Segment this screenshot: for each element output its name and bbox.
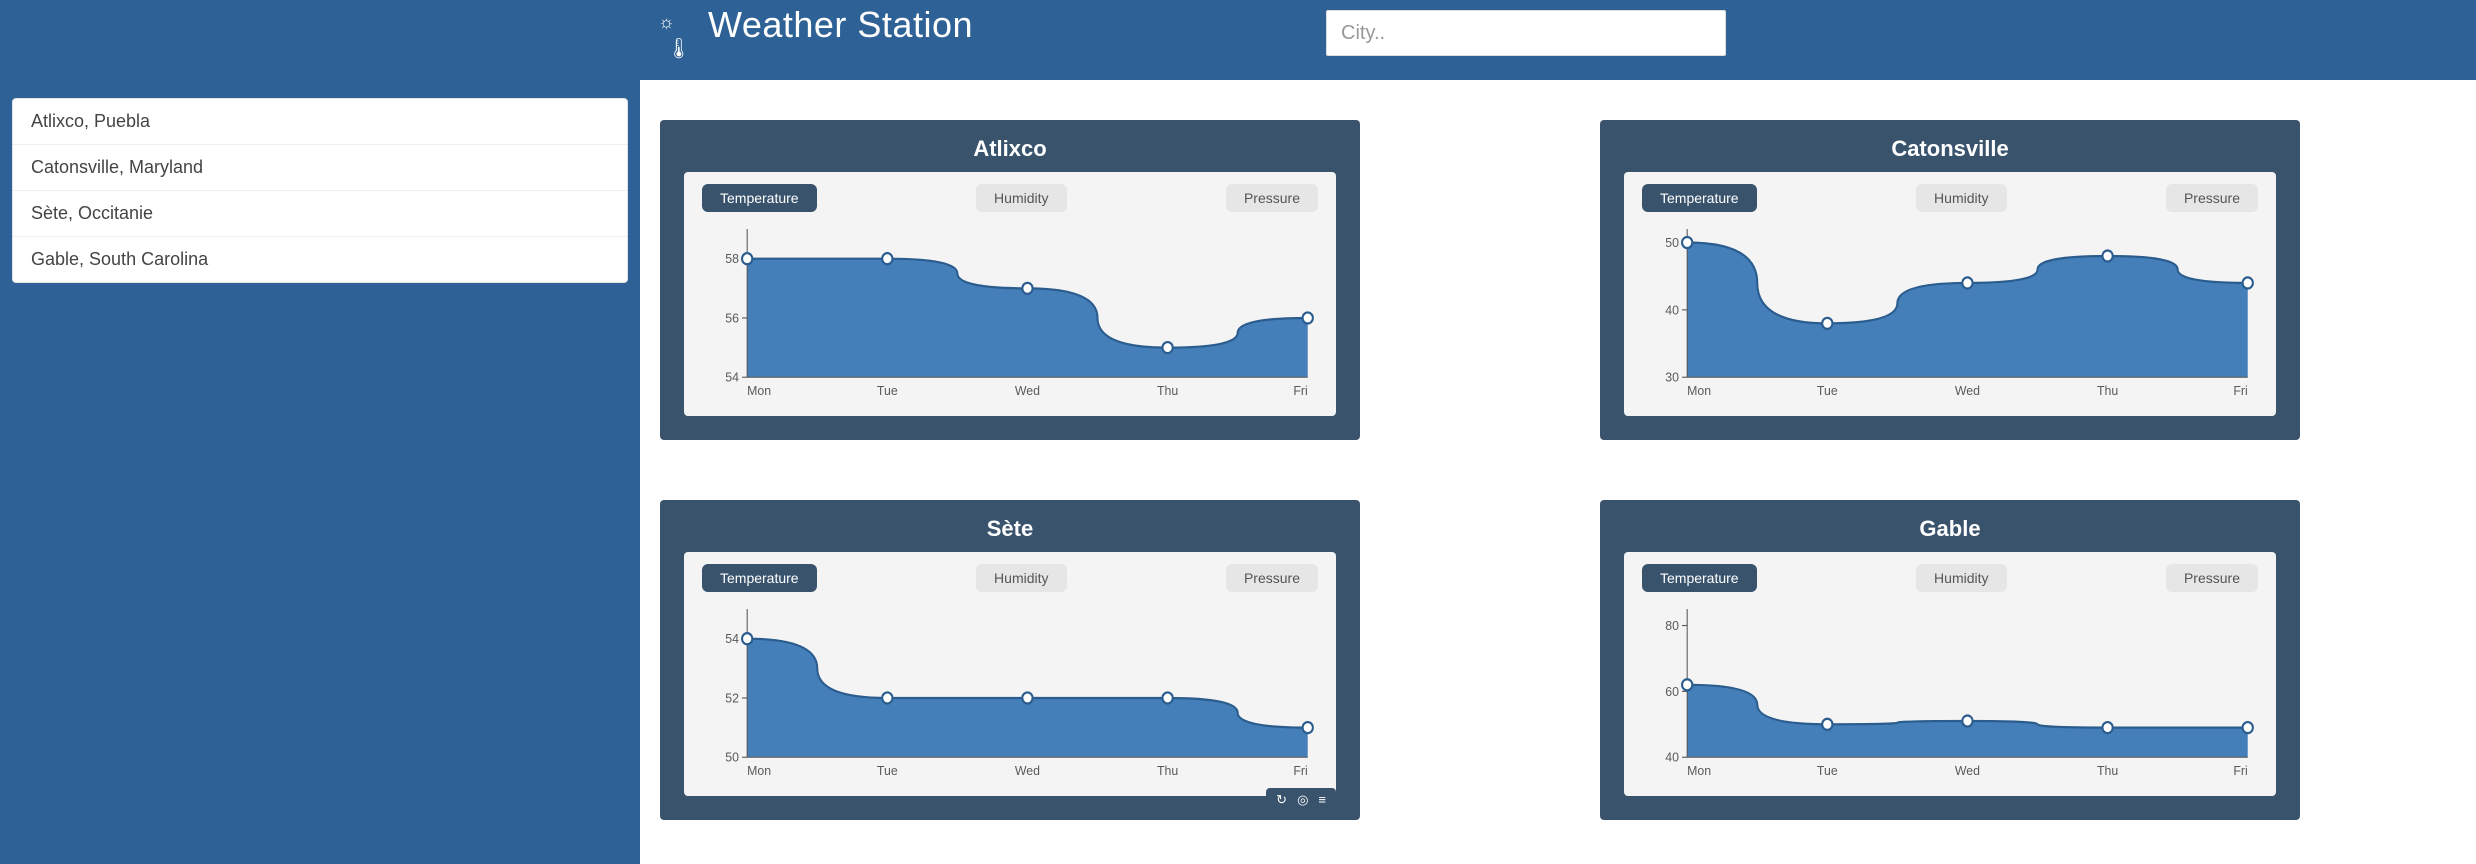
series-tab-pressure[interactable]: Pressure (2166, 564, 2258, 592)
city-list-item[interactable]: Atlixco, Puebla (13, 99, 627, 145)
series-tab-pressure[interactable]: Pressure (1226, 184, 1318, 212)
svg-text:Fri: Fri (1293, 763, 1307, 779)
series-tab-humidity[interactable]: Humidity (1916, 564, 2006, 592)
svg-text:Fri: Fri (2233, 383, 2247, 399)
series-tab-humidity[interactable]: Humidity (976, 184, 1066, 212)
weather-card: Catonsville Temperature Humidity Pressure 3… (1600, 120, 2300, 440)
weather-card: Sète Temperature Humidity Pressure 50 52 54 M… (660, 500, 1360, 820)
card-title: Atlixco (684, 136, 1336, 162)
svg-text:Thu: Thu (1157, 763, 1178, 779)
city-list-item[interactable]: Catonsville, Maryland (13, 145, 627, 191)
sun-icon: ☼ (658, 12, 675, 33)
svg-text:40: 40 (1665, 749, 1679, 765)
series-tab-temperature[interactable]: Temperature (702, 184, 817, 212)
city-list-item[interactable]: Sète, Occitanie (13, 191, 627, 237)
series-tabs: Temperature Humidity Pressure (1642, 564, 2258, 592)
city-list: Atlixco, Puebla Catonsville, Maryland Sè… (12, 98, 628, 283)
svg-text:80: 80 (1665, 618, 1679, 634)
svg-text:Tue: Tue (877, 763, 898, 779)
chart-panel: Temperature Humidity Pressure 30 40 50 Mon Tu… (1624, 172, 2276, 416)
app-header: ☼ 🌡 Weather Station (0, 0, 2476, 80)
series-tab-humidity[interactable]: Humidity (976, 564, 1066, 592)
svg-text:30: 30 (1665, 369, 1679, 385)
thermometer-icon: 🌡 (666, 36, 691, 61)
svg-text:60: 60 (1665, 683, 1679, 699)
weather-card: Gable Temperature Humidity Pressure 40 60 80 … (1600, 500, 2300, 820)
series-tabs: Temperature Humidity Pressure (702, 564, 1318, 592)
weather-logo-icon: ☼ 🌡 (660, 4, 700, 64)
svg-text:Thu: Thu (2097, 763, 2118, 779)
series-tab-pressure[interactable]: Pressure (1226, 564, 1318, 592)
toolbox-dataview-icon[interactable]: ◎ (1297, 792, 1308, 808)
svg-text:Mon: Mon (747, 383, 771, 399)
card-title: Sète (684, 516, 1336, 542)
city-list-item[interactable]: Gable, South Carolina (13, 237, 627, 282)
series-tab-temperature[interactable]: Temperature (702, 564, 817, 592)
plot-area: 30 40 50 Mon Tue Wed Thu Fri (1642, 218, 2258, 406)
plot-area: 50 52 54 Mon Tue Wed Thu Fri (702, 598, 1318, 786)
svg-text:58: 58 (725, 251, 739, 267)
toolbox-settings-icon[interactable]: ≡ (1318, 792, 1326, 808)
plot-area: 40 60 80 Mon Tue Wed Thu Fri (1642, 598, 2258, 786)
svg-text:Thu: Thu (2097, 383, 2118, 399)
svg-text:54: 54 (725, 631, 739, 647)
svg-text:Tue: Tue (877, 383, 898, 399)
svg-text:Mon: Mon (747, 763, 771, 779)
card-title: Catonsville (1624, 136, 2276, 162)
svg-text:Wed: Wed (1955, 763, 1980, 779)
svg-text:Wed: Wed (1015, 383, 1040, 399)
card-title: Gable (1624, 516, 2276, 542)
svg-text:Wed: Wed (1015, 763, 1040, 779)
city-search-input[interactable] (1326, 10, 1726, 56)
series-tabs: Temperature Humidity Pressure (702, 184, 1318, 212)
chart-panel: Temperature Humidity Pressure 40 60 80 Mon Tu… (1624, 552, 2276, 796)
svg-text:Fri: Fri (2233, 763, 2247, 779)
chart-panel: Temperature Humidity Pressure 50 52 54 Mon Tu… (684, 552, 1336, 796)
toolbox-restore-icon[interactable]: ↻ (1276, 792, 1287, 808)
series-tab-temperature[interactable]: Temperature (1642, 564, 1757, 592)
svg-text:Fri: Fri (1293, 383, 1307, 399)
chart-panel: Temperature Humidity Pressure 54 56 58 Mon Tu… (684, 172, 1336, 416)
main-layout: Atlixco, Puebla Catonsville, Maryland Sè… (0, 80, 2476, 864)
series-tab-humidity[interactable]: Humidity (1916, 184, 2006, 212)
svg-text:50: 50 (1665, 235, 1679, 251)
svg-text:52: 52 (725, 690, 739, 706)
svg-text:Mon: Mon (1687, 763, 1711, 779)
plot-area: 54 56 58 Mon Tue Wed Thu Fri (702, 218, 1318, 406)
series-tabs: Temperature Humidity Pressure (1642, 184, 2258, 212)
app-title: Weather Station (708, 4, 973, 46)
svg-text:Mon: Mon (1687, 383, 1711, 399)
charts-grid: AtlixcoTemperatureHumidityPressure 54565… (640, 80, 2476, 864)
series-tab-pressure[interactable]: Pressure (2166, 184, 2258, 212)
chart-toolbox: ↻ ◎ ≡ (1266, 788, 1336, 812)
svg-text:Tue: Tue (1817, 383, 1838, 399)
svg-text:Thu: Thu (1157, 383, 1178, 399)
svg-text:Tue: Tue (1817, 763, 1838, 779)
series-tab-temperature[interactable]: Temperature (1642, 184, 1757, 212)
sidebar: Atlixco, Puebla Catonsville, Maryland Sè… (0, 80, 640, 864)
svg-text:54: 54 (725, 369, 739, 385)
svg-text:Wed: Wed (1955, 383, 1980, 399)
svg-text:50: 50 (725, 749, 739, 765)
weather-card: AtlixcoTemperatureHumidityPressure 54565… (660, 120, 1360, 440)
logo-area: ☼ 🌡 Weather Station (660, 4, 973, 64)
svg-text:56: 56 (725, 310, 739, 326)
svg-text:40: 40 (1665, 302, 1679, 318)
